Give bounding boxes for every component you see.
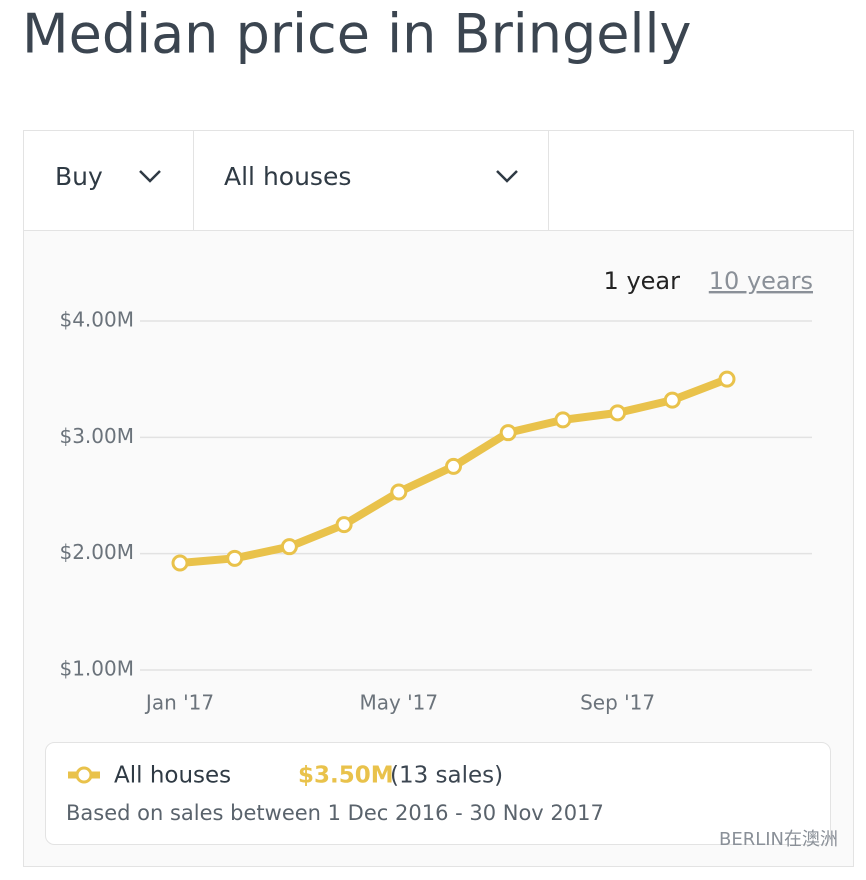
filter-row <box>24 131 853 230</box>
point <box>554 411 572 429</box>
y-tick-label: $2.00M <box>59 540 134 564</box>
page-title: Median price in Bringelly <box>22 3 691 66</box>
legend-marker <box>75 766 93 784</box>
point <box>390 483 408 501</box>
range-10y[interactable]: 10 years <box>709 267 813 295</box>
x-tick-label: Sep '17 <box>580 691 655 715</box>
x-tick-label: May '17 <box>359 691 438 715</box>
mode-select[interactable]: Buy <box>55 162 103 191</box>
point <box>499 424 517 442</box>
x-tick-label: Jan '17 <box>144 691 214 715</box>
legend-box <box>45 742 831 845</box>
point <box>226 549 244 567</box>
plot: $1.00M $2.00M $3.00M $4.00M Jan '17 May '17 Se… <box>59 308 812 715</box>
latest-price: $3.50M <box>298 763 394 789</box>
note: Based on sales between 1 Dec 2016 - 30 N… <box>66 801 604 825</box>
y-tick-label: $4.00M <box>59 308 134 332</box>
y-tick-label: $1.00M <box>59 657 134 681</box>
property-select[interactable]: All houses <box>224 162 351 191</box>
point <box>335 516 353 534</box>
watermark: BERLIN在澳洲 <box>719 829 838 850</box>
point <box>718 370 736 388</box>
point <box>663 391 681 409</box>
legend-label: All houses <box>114 763 231 789</box>
point <box>609 404 627 422</box>
point <box>280 538 298 556</box>
point <box>171 554 189 572</box>
y-tick-label: $3.00M <box>59 424 134 448</box>
chevron[interactable] <box>496 170 518 183</box>
sales-count: (13 sales) <box>390 763 503 789</box>
range-1y[interactable]: 1 year <box>604 267 681 295</box>
chevron[interactable] <box>139 170 161 183</box>
point <box>445 457 462 475</box>
